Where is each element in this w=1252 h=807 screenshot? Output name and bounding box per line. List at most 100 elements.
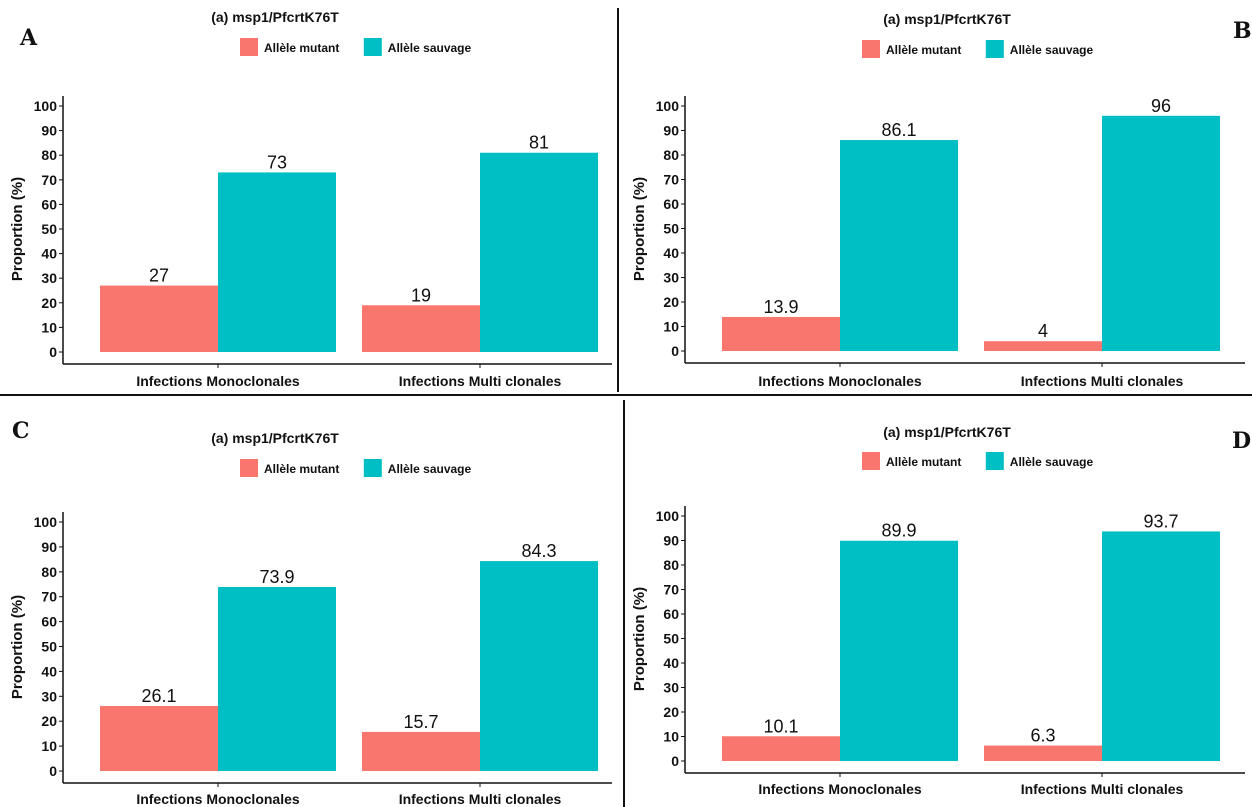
panel-3-y-tick-label-90: 90: [41, 539, 57, 555]
panel-2-y-tick-label-60: 60: [663, 196, 679, 212]
panel-4-legend-label-1: Allèle mutant: [886, 455, 961, 469]
panel-3-y-tick-label-60: 60: [41, 614, 57, 630]
panel-2-data-label-2-2: 96: [1151, 96, 1171, 116]
panel-3-y-tick-label-30: 30: [41, 688, 57, 704]
panel-2-data-label-1-1: 13.9: [763, 297, 798, 317]
panel-2-y-tick-label-30: 30: [663, 270, 679, 286]
panel-3-legend-label-1: Allèle mutant: [264, 462, 339, 476]
panel-letter-c: C: [12, 418, 30, 444]
panel-3-data-label-2-1: 15.7: [403, 712, 438, 732]
panel-1-y-tick-label-70: 70: [41, 172, 57, 188]
panel-3-category-label-1: Infections Monoclonales: [136, 791, 300, 807]
panel-3-y-tick-label-20: 20: [41, 713, 57, 729]
panel-4-category-label-2: Infections Multi clonales: [1021, 781, 1184, 797]
panel-3-y-tick-label-100: 100: [34, 514, 58, 530]
panel-4-y-tick-label-20: 20: [663, 704, 679, 720]
panel-1-legend-label-2: Allèle sauvage: [388, 41, 472, 55]
panel-2-data-label-2-1: 4: [1038, 321, 1048, 341]
panel-4-y-tick-label-30: 30: [663, 680, 679, 696]
panel-1-bar-1-2: [218, 172, 336, 352]
panel-1-category-label-2: Infections Multi clonales: [399, 373, 562, 389]
panel-1-y-tick-label-20: 20: [41, 295, 57, 311]
panel-4-y-tick-label-60: 60: [663, 606, 679, 622]
panel-2-category-label-2: Infections Multi clonales: [1021, 373, 1184, 389]
panel-3-y-axis-label: Proportion (%): [9, 595, 26, 699]
panel-1-data-label-2-1: 19: [411, 285, 431, 305]
panel-1-y-tick-label-30: 30: [41, 270, 57, 286]
panel-3-chart-title: (a) msp1/PfcrtK76T: [211, 430, 339, 446]
panel-1-legend-swatch-2: [363, 38, 382, 56]
horizontal-divider: [0, 394, 1252, 396]
panel-2-y-tick-label-10: 10: [663, 319, 679, 335]
panel-4-data-label-2-2: 93.7: [1143, 511, 1178, 531]
panel-letter-b: B: [1233, 18, 1252, 44]
panel-2-legend-label-1: Allèle mutant: [886, 43, 961, 57]
panel-4-data-label-1-1: 10.1: [763, 716, 798, 736]
panel-3-bar-2-2: [480, 561, 598, 771]
panel-1-bar-2-1: [362, 305, 480, 352]
panel-1-bar-1-1: [100, 285, 218, 352]
panel-4-data-label-1-2: 89.9: [881, 521, 916, 541]
panel-1-y-tick-label-40: 40: [41, 246, 57, 262]
panel-1-data-label-1-1: 27: [149, 266, 169, 286]
panel-3-bar-2-1: [362, 731, 480, 771]
panel-1-chart-title: (a) msp1/PfcrtK76T: [211, 9, 339, 25]
panel-4-y-tick-label-40: 40: [663, 655, 679, 671]
panel-4-y-axis-label: Proportion (%): [631, 587, 648, 691]
panel-3-data-label-1-1: 26.1: [141, 686, 176, 706]
panel-4-bar-2-2: [1102, 531, 1220, 761]
panel-4-bar-1-2: [840, 540, 958, 761]
panel-1-category-label-1: Infections Monoclonales: [136, 373, 300, 389]
panel-3-y-tick-label-50: 50: [41, 639, 57, 655]
panel-2-legend-swatch-2: [985, 40, 1004, 58]
panel-4-y-tick-label-0: 0: [671, 753, 679, 769]
vertical-divider-bottom: [623, 400, 625, 807]
panel-2-y-axis-label: Proportion (%): [631, 177, 648, 281]
panel-3-bar-1-1: [100, 706, 218, 771]
panel-2-bar-2-1: [984, 341, 1102, 351]
panel-4-bar-2-1: [984, 745, 1102, 761]
panel-3-y-tick-label-10: 10: [41, 738, 57, 754]
panel-2-y-tick-label-90: 90: [663, 123, 679, 139]
panel-4-y-tick-label-50: 50: [663, 631, 679, 647]
panel-1-y-tick-label-80: 80: [41, 147, 57, 163]
panel-2-bar-1-2: [840, 140, 958, 351]
panel-3-category-label-2: Infections Multi clonales: [399, 791, 562, 807]
panel-1-data-label-1-2: 73: [267, 152, 287, 172]
panel-4-legend-swatch-1: [862, 452, 880, 470]
panel-2-category-label-1: Infections Monoclonales: [758, 373, 922, 389]
panel-1-y-tick-label-10: 10: [41, 319, 57, 335]
panel-4-chart-title: (a) msp1/PfcrtK76T: [883, 424, 1011, 440]
panel-1-y-tick-label-100: 100: [34, 98, 58, 114]
panel-1-legend-label-1: Allèle mutant: [264, 41, 339, 55]
panel-2-y-tick-label-40: 40: [663, 245, 679, 261]
panel-1-bar-2-2: [480, 152, 598, 352]
panel-2-bar-2-2: [1102, 115, 1220, 351]
panel-1-data-label-2-2: 81: [529, 133, 549, 153]
panel-4-y-tick-label-80: 80: [663, 557, 679, 573]
panel-4-y-tick-label-100: 100: [656, 508, 680, 524]
panel-2-y-tick-label-80: 80: [663, 147, 679, 163]
panel-2-data-label-1-2: 86.1: [881, 120, 916, 140]
panel-2-y-tick-label-20: 20: [663, 294, 679, 310]
panel-3-data-label-2-2: 84.3: [521, 541, 556, 561]
panel-letter-d: D: [1232, 428, 1252, 454]
panel-2-bar-1-1: [722, 316, 840, 351]
panel-1-y-axis-label: Proportion (%): [9, 177, 26, 281]
panel-1-y-tick-label-50: 50: [41, 221, 57, 237]
panel-4-y-tick-label-90: 90: [663, 533, 679, 549]
panel-3-legend-swatch-2: [363, 459, 382, 477]
panel-2-y-tick-label-0: 0: [671, 343, 679, 359]
panel-1-legend-swatch-1: [240, 38, 258, 56]
panel-4-y-tick-label-10: 10: [663, 729, 679, 745]
panel-3-y-tick-label-70: 70: [41, 589, 57, 605]
panel-2-legend-swatch-1: [862, 40, 880, 58]
panel-2-y-tick-label-70: 70: [663, 172, 679, 188]
panel-4-legend-swatch-2: [985, 452, 1004, 470]
panel-1-y-tick-label-0: 0: [49, 344, 57, 360]
panel-3-y-tick-label-80: 80: [41, 564, 57, 580]
panel-2-y-tick-label-50: 50: [663, 221, 679, 237]
panel-4-bar-1-1: [722, 736, 840, 761]
